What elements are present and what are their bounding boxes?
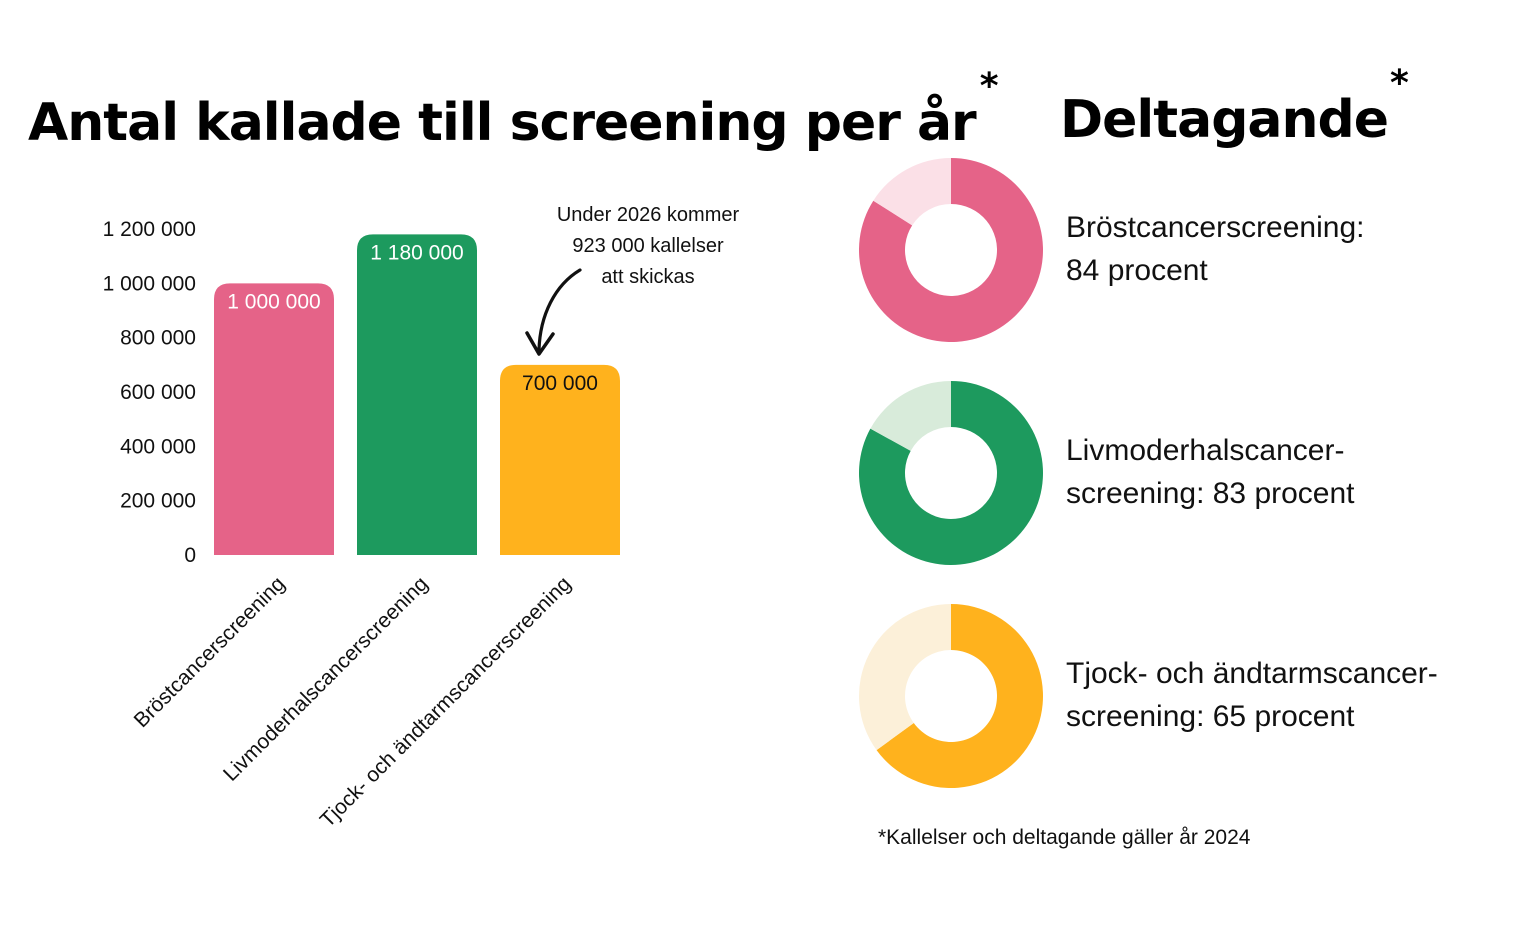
donut-slice xyxy=(859,381,1043,566)
annotation-arrow xyxy=(537,268,582,352)
donut-charts: Bröstcancerscreening: 84 procent Livmoderh… xyxy=(859,158,1438,789)
y-tick-label: 600 000 xyxy=(120,381,196,404)
bar-value-label: 700 000 xyxy=(522,372,598,395)
donut-label: Bröstcancerscreening: xyxy=(1066,211,1364,244)
annotation-arrowhead xyxy=(525,331,555,356)
annotation-text: 923 000 kallelser xyxy=(572,235,724,257)
y-tick-label: 800 000 xyxy=(120,327,196,350)
annotation-text: att skickas xyxy=(601,266,694,288)
donut-remainder xyxy=(873,158,951,226)
bar-chart-title: Antal kallade till screening per år* xyxy=(28,66,999,153)
donut-label: Tjock- och ändtarmscancer- xyxy=(1066,657,1438,690)
bar xyxy=(357,234,477,555)
donut-slice xyxy=(859,158,1043,342)
donut-label: screening: 65 procent xyxy=(1066,700,1355,733)
bar xyxy=(500,364,620,555)
y-tick-label: 400 000 xyxy=(120,435,196,458)
bar xyxy=(214,283,334,555)
donut-label: screening: 83 procent xyxy=(1066,477,1355,510)
y-tick-label: 1 000 000 xyxy=(103,272,196,295)
donut-slice xyxy=(876,604,1044,789)
bar-chart: 0 200 000 400 000 600 000 800 000 1 000 000 1 … xyxy=(103,218,620,832)
y-tick-label: 0 xyxy=(184,544,196,567)
y-tick-label: 200 000 xyxy=(120,490,196,513)
donut-label: 84 procent xyxy=(1066,254,1208,287)
donut-section-title: Deltagande* xyxy=(1060,63,1409,150)
donut-remainder xyxy=(870,381,951,451)
footnote: *Kallelser och deltagande gäller år 2024 xyxy=(878,826,1251,849)
bar-value-label: 1 000 000 xyxy=(227,290,320,313)
donut-remainder xyxy=(859,604,951,751)
x-category-label: Bröstcancerscreening xyxy=(130,572,290,732)
annotation-text: Under 2026 kommer xyxy=(557,204,740,226)
x-category-label: Tjock- och ändtarmscancerscreening xyxy=(316,572,576,832)
bar-value-label: 1 180 000 xyxy=(370,241,463,264)
annotation: Under 2026 kommer 923 000 kallelser att sk… xyxy=(525,204,740,356)
donut-label: Livmoderhalscancer- xyxy=(1066,434,1344,467)
y-tick-label: 1 200 000 xyxy=(103,218,196,241)
